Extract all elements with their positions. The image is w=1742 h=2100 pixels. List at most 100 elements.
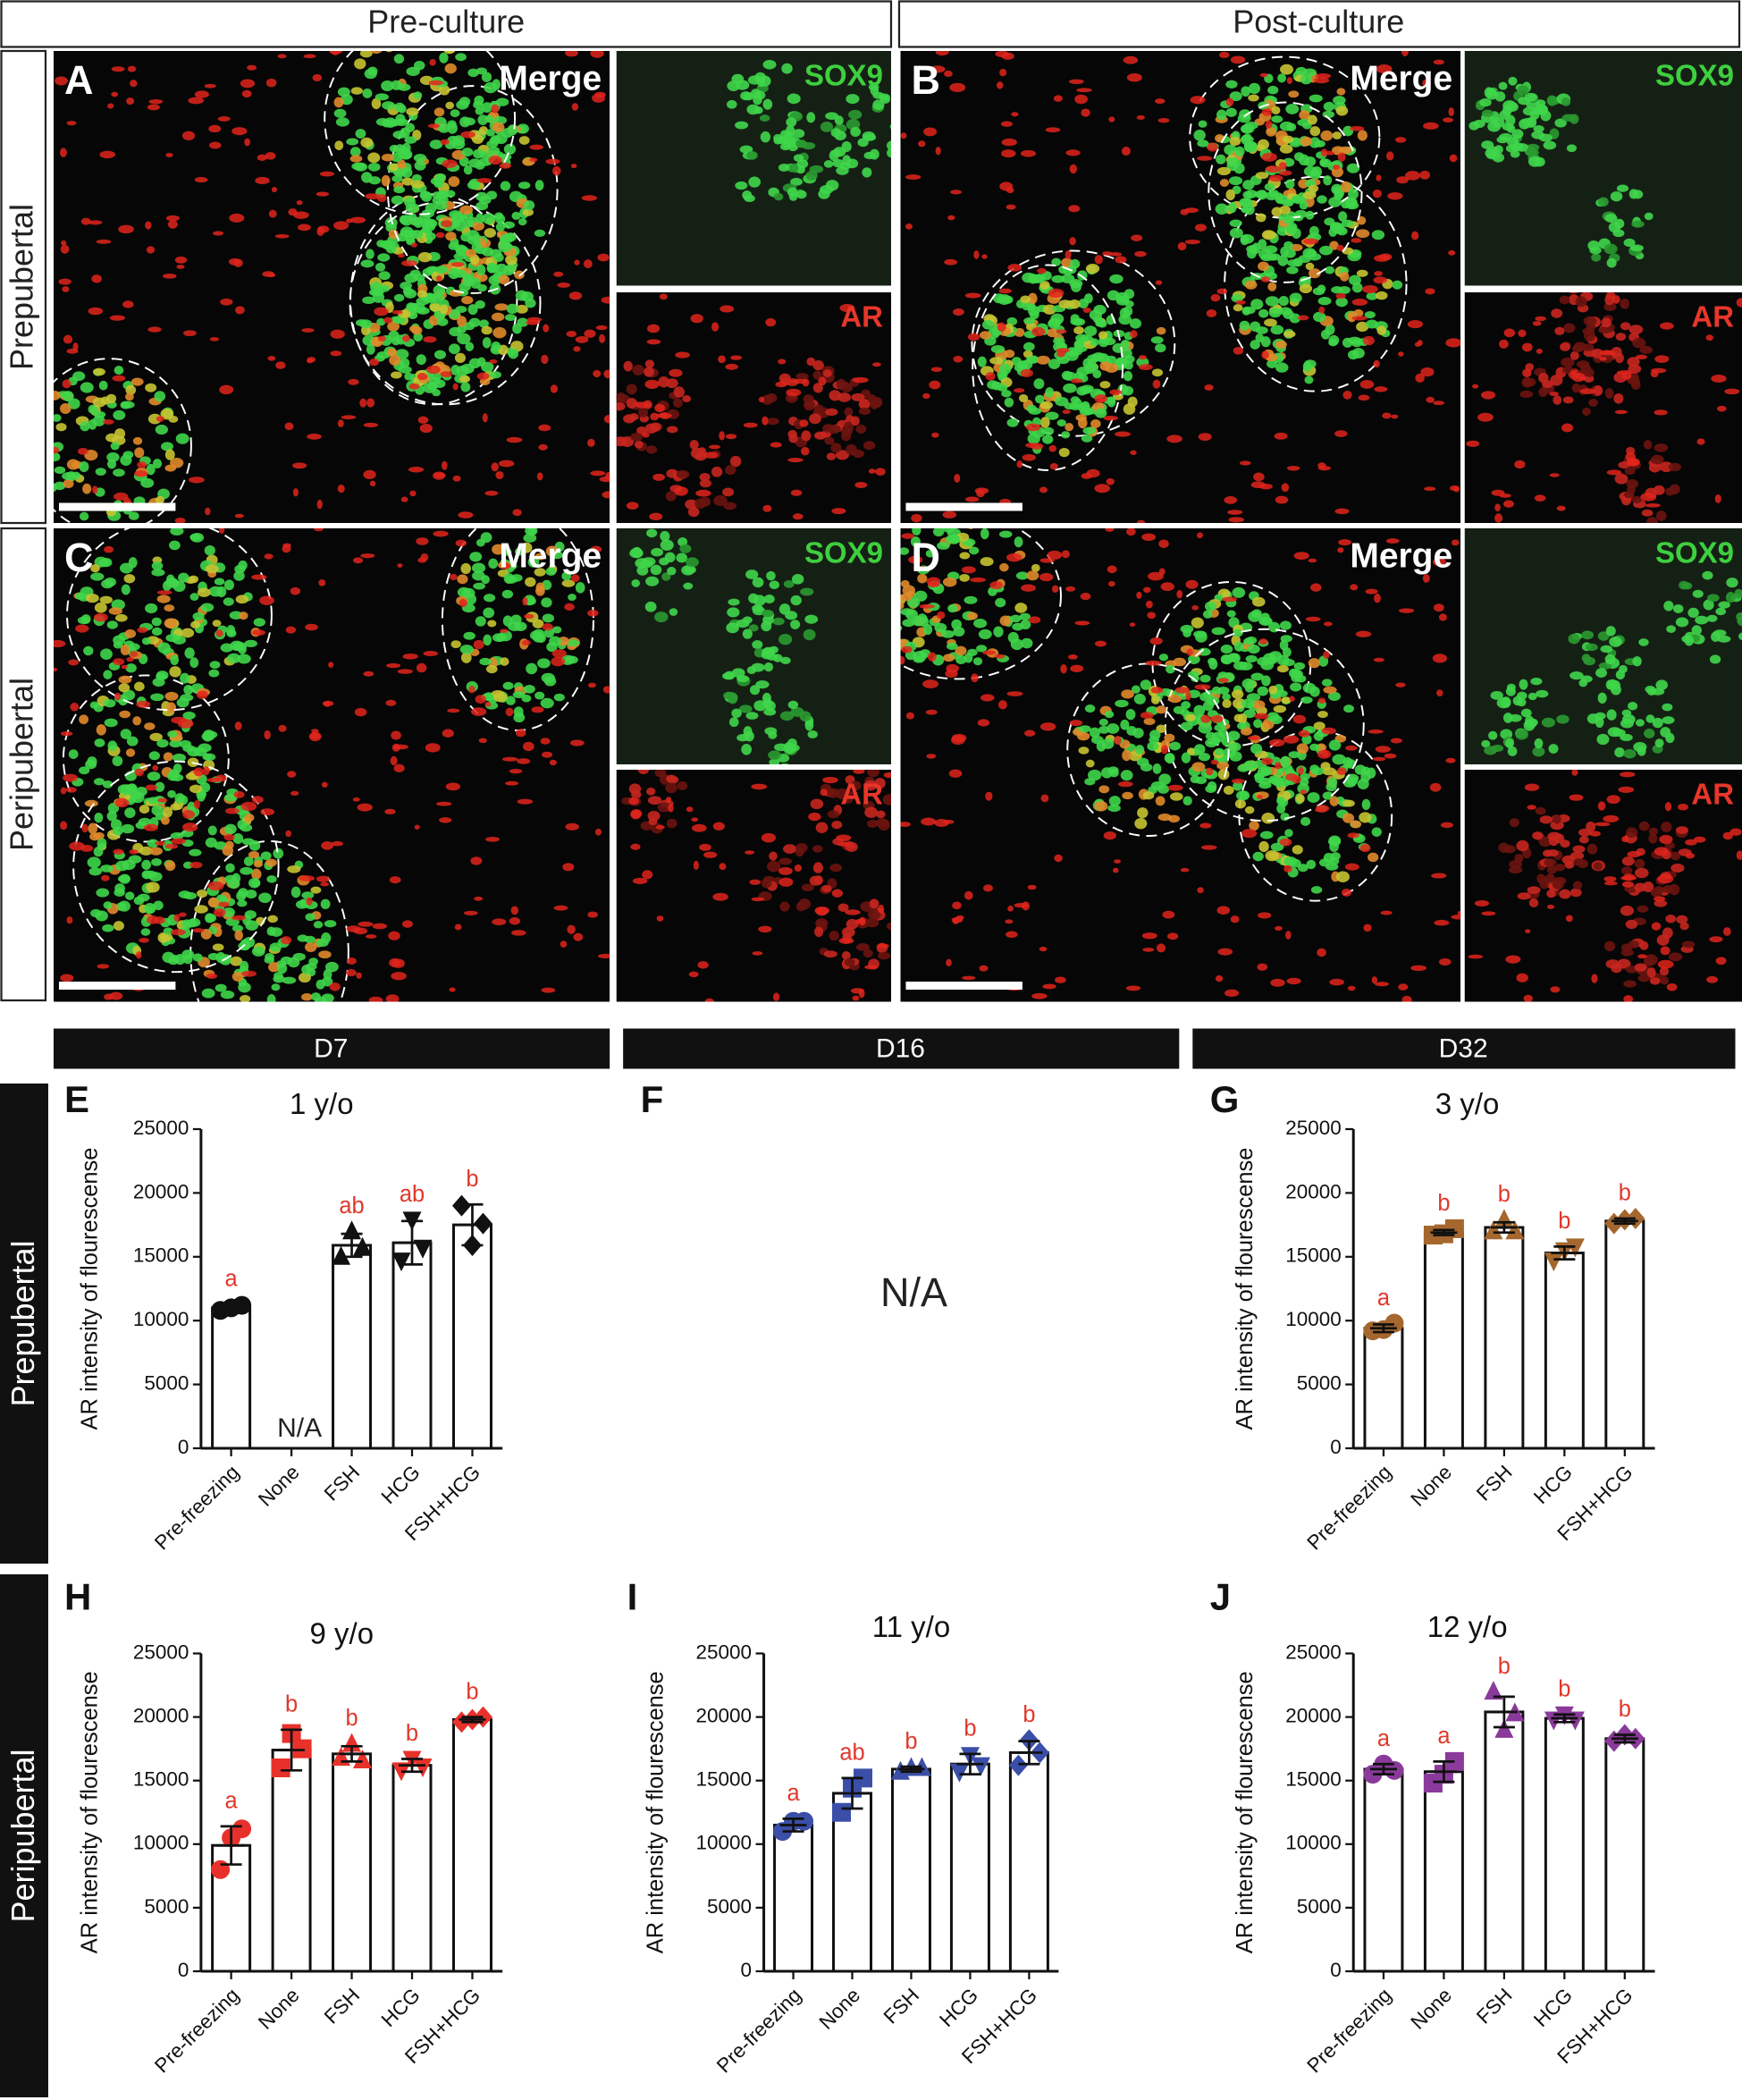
nucleus (237, 899, 248, 907)
interstitial-cell (113, 848, 124, 855)
interstitial-cell (218, 901, 230, 907)
nucleus (831, 821, 843, 830)
nucleus (484, 114, 494, 123)
nucleus (1164, 753, 1175, 763)
nucleus (1275, 689, 1288, 697)
nucleus (778, 373, 791, 384)
bar (1484, 1710, 1525, 1973)
interstitial-cell (649, 512, 663, 521)
interstitial-cell (901, 645, 913, 654)
tubule-outline (900, 528, 1062, 680)
interstitial-cell (97, 964, 110, 969)
nucleus (1544, 858, 1557, 867)
nucleus (869, 898, 879, 909)
interstitial-cell (1387, 191, 1403, 200)
nucleus (1546, 890, 1556, 898)
nucleus (651, 547, 664, 557)
interstitial-cell (91, 274, 102, 283)
interstitial-cell (1293, 552, 1309, 561)
interstitial-cell (541, 354, 549, 365)
nucleus (1501, 696, 1511, 708)
nucleus (168, 415, 179, 423)
nucleus (1191, 617, 1204, 628)
interstitial-cell (314, 528, 324, 532)
nucleus (125, 384, 137, 395)
interstitial-cell (157, 797, 168, 803)
nucleus (240, 994, 251, 1002)
nucleus (1357, 778, 1369, 790)
nucleus (1305, 262, 1315, 271)
interstitial-cell (1006, 552, 1022, 562)
nucleus (382, 101, 395, 110)
nucleus (333, 108, 347, 118)
nucleus (167, 789, 176, 798)
nucleus (1247, 644, 1260, 654)
interstitial-cell (1625, 451, 1637, 462)
data-point (271, 1758, 290, 1777)
nucleus (200, 929, 212, 940)
interstitial-cell (1039, 558, 1055, 563)
interstitial-cell (1616, 370, 1633, 375)
nucleus (791, 574, 804, 585)
nucleus (266, 875, 277, 883)
interstitial-cell (632, 877, 648, 884)
nucleus (174, 793, 185, 804)
interstitial-cell (1062, 409, 1071, 415)
y-tick-label: 15000 (696, 1768, 753, 1791)
nucleus (525, 528, 538, 536)
nucleus (173, 635, 187, 645)
nucleus (1637, 974, 1651, 983)
interstitial-cell (659, 293, 668, 300)
nucleus (549, 636, 561, 646)
interstitial-cell (193, 799, 200, 809)
interstitial-cell (1424, 486, 1436, 492)
nucleus (1094, 800, 1108, 812)
interstitial-cell (1505, 955, 1521, 964)
interstitial-cell (468, 686, 475, 694)
interstitial-cell (349, 216, 366, 223)
scale-bar (58, 982, 176, 990)
nucleus (1006, 316, 1018, 326)
interstitial-cell (1550, 986, 1561, 993)
interstitial-cell (973, 250, 980, 259)
interstitial-cell (1136, 591, 1142, 599)
interstitial-cell (181, 131, 196, 141)
nucleus (977, 356, 987, 367)
nucleus (987, 380, 999, 390)
interstitial-cell (96, 239, 112, 244)
interstitial-cell (1407, 319, 1423, 329)
nucleus (90, 572, 105, 581)
nucleus (1676, 915, 1688, 924)
nucleus (1261, 813, 1275, 824)
nucleus (449, 326, 462, 337)
interstitial-cell (365, 934, 377, 939)
nucleus (623, 360, 633, 372)
interstitial-cell (217, 116, 231, 122)
interstitial-cell (389, 876, 401, 884)
nucleus (1122, 749, 1132, 762)
nucleus (495, 97, 509, 106)
nucleus (510, 614, 522, 625)
interstitial-cell (1045, 127, 1061, 133)
nucleus (1234, 146, 1245, 157)
interstitial-cell (1351, 299, 1368, 306)
interstitial-cell (1623, 995, 1634, 1002)
interstitial-cell (59, 148, 67, 157)
interstitial-cell (233, 790, 245, 798)
nucleus (170, 458, 184, 468)
nucleus (769, 851, 778, 861)
interstitial-cell (1376, 64, 1393, 74)
nucleus (512, 691, 526, 699)
nucleus (72, 371, 86, 382)
nucleus (83, 645, 94, 656)
interstitial-cell (1001, 138, 1017, 147)
significance-label: a (225, 1789, 239, 1814)
interstitial-cell (877, 943, 889, 949)
micrograph (53, 528, 610, 1002)
nucleus (487, 620, 497, 628)
interstitial-cell (1020, 368, 1033, 378)
nucleus (87, 856, 101, 868)
nucleus (1173, 657, 1187, 667)
nucleus (1540, 110, 1552, 122)
nucleus (240, 866, 254, 875)
